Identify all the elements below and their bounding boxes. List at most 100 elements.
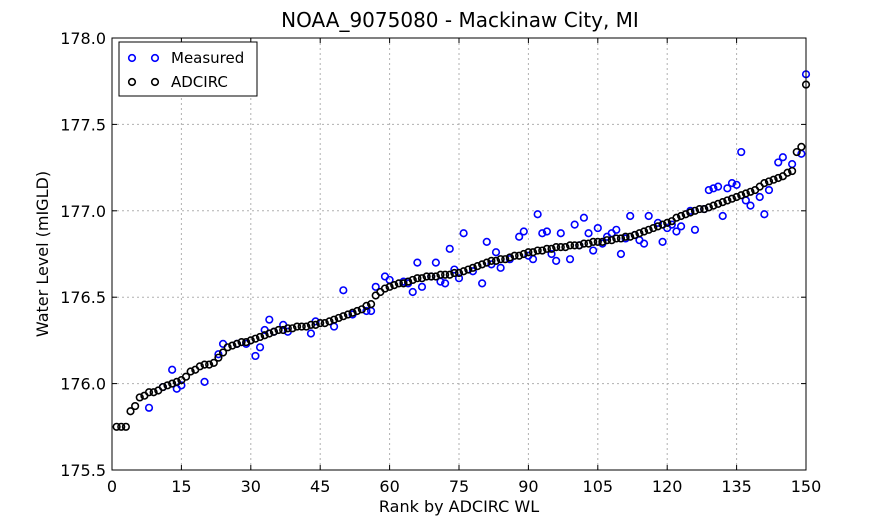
adcirc-point <box>339 312 348 321</box>
adcirc-point <box>274 325 283 335</box>
adcirc-point <box>149 388 158 397</box>
measured-point <box>584 229 593 238</box>
legend-label-adcirc: ADCIRC <box>171 73 228 91</box>
adcirc-point <box>690 206 700 215</box>
adcirc-point <box>658 220 667 229</box>
adcirc-point <box>556 242 565 252</box>
y-tick-label: 178.0 <box>60 29 106 48</box>
adcirc-point <box>283 324 292 333</box>
adcirc-point <box>769 175 778 184</box>
adcirc-point <box>774 173 783 183</box>
adcirc-point <box>459 267 468 276</box>
x-tick-label: 120 <box>652 477 683 496</box>
adcirc-point <box>741 189 750 198</box>
adcirc-point <box>320 319 329 328</box>
adcirc-point <box>718 198 727 207</box>
adcirc-point <box>385 282 394 291</box>
adcirc-point <box>329 315 339 324</box>
measured-point <box>168 365 177 374</box>
adcirc-point <box>390 281 399 290</box>
adcirc-point <box>713 199 723 208</box>
adcirc-point <box>635 229 644 238</box>
adcirc-point <box>524 248 533 257</box>
measured-point <box>570 220 579 229</box>
adcirc-point <box>325 317 334 326</box>
measured-point <box>255 343 265 352</box>
x-tick-label: 60 <box>379 477 399 496</box>
adcirc-point <box>681 210 690 219</box>
adcirc-point <box>269 327 279 336</box>
adcirc-point <box>408 275 417 285</box>
measured-point <box>579 213 589 222</box>
measured-point <box>713 182 723 191</box>
legend-marker-measured <box>127 53 137 63</box>
measured-point <box>565 255 575 264</box>
adcirc-point <box>709 201 718 210</box>
measured-point <box>644 211 653 221</box>
x-tick-label: 135 <box>721 477 752 496</box>
adcirc-point <box>302 322 311 331</box>
chart-title: NOAA_9075080 - Mackinaw City, MI <box>281 8 639 32</box>
adcirc-point <box>468 263 477 272</box>
adcirc-point <box>473 261 482 271</box>
adcirc-point <box>505 253 514 262</box>
adcirc-point <box>639 227 649 236</box>
adcirc-point <box>552 242 561 252</box>
x-tick-label: 45 <box>310 477 330 496</box>
plot-frame <box>111 37 807 471</box>
adcirc-point <box>737 191 746 200</box>
adcirc-point <box>112 422 121 431</box>
measured-point <box>774 158 783 167</box>
measured-point <box>746 201 755 210</box>
adcirc-point <box>237 338 246 347</box>
measured-point <box>704 185 713 195</box>
y-tick-label: 176.5 <box>60 288 106 307</box>
legend: Measured ADCIRC <box>118 41 258 97</box>
adcirc-point <box>538 246 547 255</box>
adcirc-point <box>255 332 265 342</box>
adcirc-point <box>427 272 436 281</box>
measured-point <box>413 258 422 267</box>
measured-point <box>556 229 565 238</box>
adcirc-point <box>163 381 172 390</box>
adcirc-point <box>644 225 653 234</box>
measured-point <box>431 258 440 267</box>
adcirc-point <box>181 372 191 381</box>
adcirc-point <box>121 422 130 431</box>
measured-point <box>552 256 561 266</box>
adcirc-point <box>547 244 556 253</box>
measured-point <box>676 222 686 231</box>
measured-point <box>491 248 501 257</box>
adcirc-point <box>760 179 769 188</box>
measured-point <box>482 237 491 247</box>
y-tick-label: 177.5 <box>60 115 106 134</box>
adcirc-point <box>746 187 755 196</box>
adcirc-point <box>672 213 681 222</box>
measured-point <box>653 218 663 227</box>
adcirc-point <box>630 230 639 240</box>
measured-point <box>737 147 746 157</box>
measured-point <box>755 192 764 202</box>
adcirc-point <box>200 360 209 369</box>
measured-point <box>362 306 371 316</box>
measured-point <box>519 227 528 236</box>
adcirc-point <box>394 279 403 288</box>
adcirc-point <box>764 177 774 186</box>
adcirc-point <box>380 284 390 293</box>
adcirc-point <box>598 237 607 247</box>
adcirc-point <box>584 239 593 248</box>
measured-point <box>478 279 487 288</box>
adcirc-point <box>131 401 140 411</box>
adcirc-point <box>144 388 154 397</box>
legend-box <box>118 41 258 97</box>
measured-point <box>547 249 556 259</box>
adcirc-point <box>788 166 797 176</box>
adcirc-point <box>251 334 260 343</box>
adcirc-point <box>593 237 602 247</box>
adcirc-point <box>616 234 626 243</box>
adcirc-point <box>172 377 181 386</box>
adcirc-point <box>464 265 473 274</box>
x-tick-label: 30 <box>241 477 261 496</box>
measured-point <box>371 282 380 291</box>
measured-point <box>778 153 787 162</box>
